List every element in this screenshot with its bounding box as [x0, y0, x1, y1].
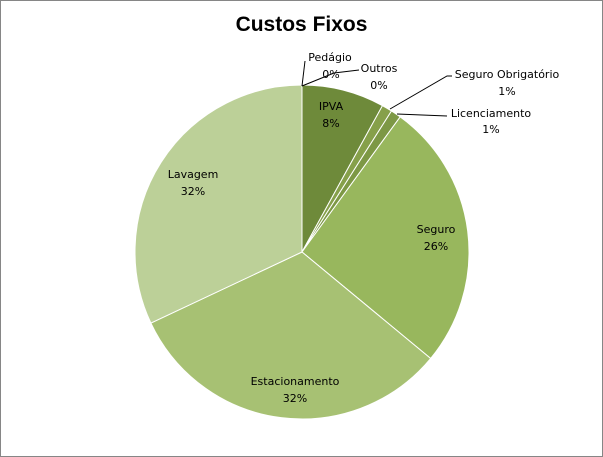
label-lavagem-name: Lavagem — [168, 168, 219, 181]
leader-line-outros — [301, 69, 360, 87]
label-seguro-obrigatorio-name: Seguro Obrigatório — [455, 68, 560, 81]
leader-line-licenciamento — [396, 113, 448, 117]
label-seguro-obrigatorio-value: 1% — [498, 85, 515, 98]
label-outros-value: 0% — [370, 79, 387, 92]
pie-slice-seguro — [301, 116, 470, 360]
pie-slice-lavagem — [134, 84, 303, 324]
label-licenciamento-name: Licenciamento — [451, 107, 532, 120]
label-estacionamento-value: 32% — [283, 392, 307, 405]
leader-line-seguro-obrigatorio — [389, 75, 452, 110]
label-outros-name: Outros — [361, 62, 398, 75]
label-lavagem-value: 32% — [181, 185, 205, 198]
pie-slice-estacionamento — [150, 251, 432, 420]
label-ipva-name: IPVA — [319, 100, 344, 113]
label-estacionamento-name: Estacionamento — [251, 375, 340, 388]
label-licenciamento-value: 1% — [482, 123, 499, 136]
label-ipva-value: 8% — [322, 117, 339, 130]
label-pedagio-value: 0% — [322, 68, 339, 81]
label-seguro-value: 26% — [424, 240, 448, 253]
label-seguro-name: Seguro — [417, 223, 456, 236]
label-pedagio-name: Pedágio — [308, 51, 352, 64]
leader-line-pedagio — [301, 60, 306, 87]
chart-title: Custos Fixos — [235, 13, 368, 36]
